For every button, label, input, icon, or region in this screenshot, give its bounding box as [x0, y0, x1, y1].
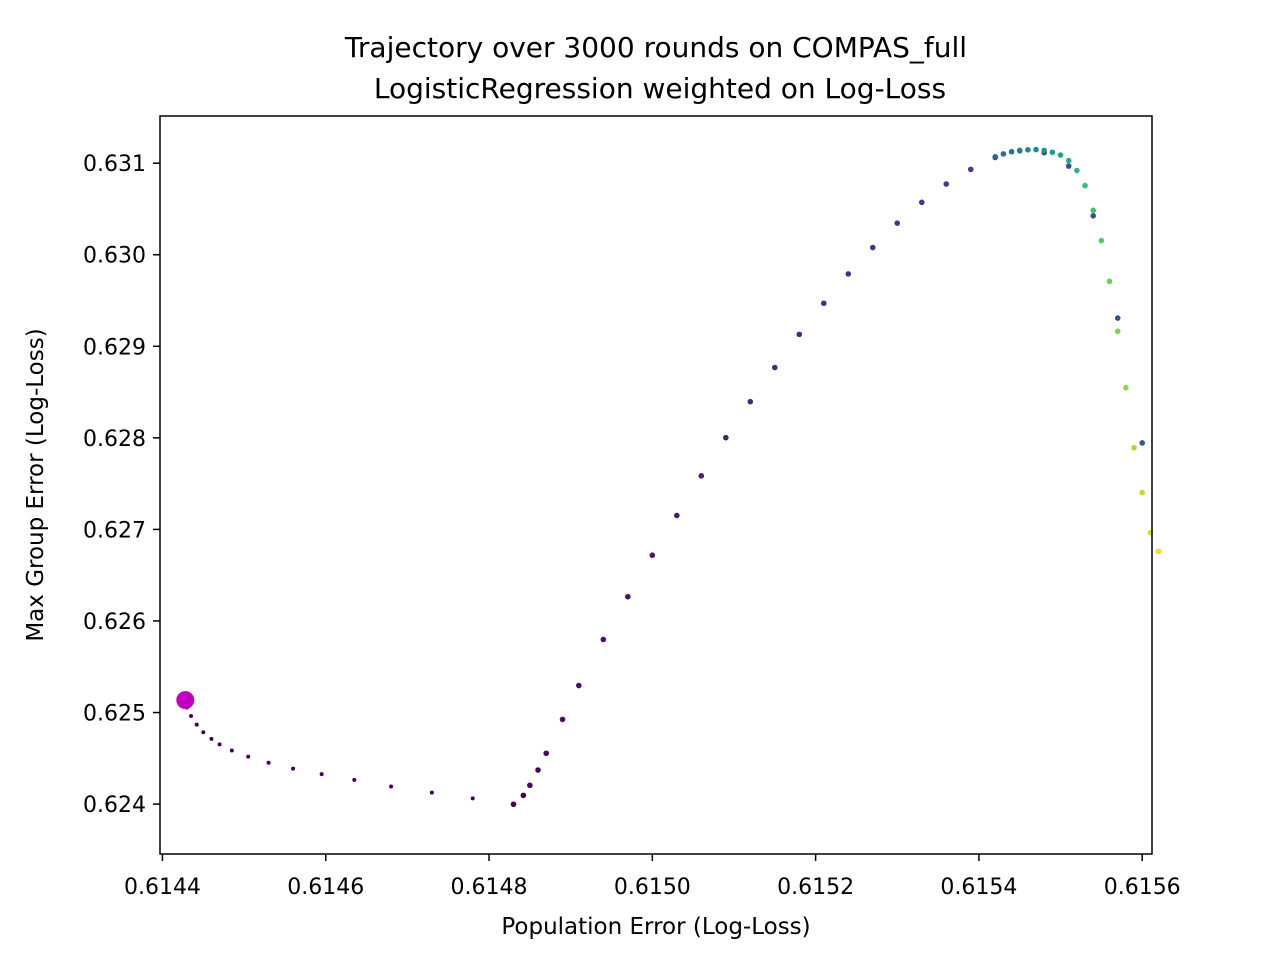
trajectory-point [429, 790, 434, 795]
trajectory-point [1074, 167, 1080, 174]
y-tick-label: 0.631 [83, 152, 146, 177]
trajectory-point [723, 434, 729, 441]
trajectory-point [747, 398, 754, 405]
trajectory-point [1041, 147, 1048, 154]
trajectory-point [1114, 315, 1121, 321]
trajectory-point [559, 716, 566, 723]
trajectory-point [1016, 147, 1023, 154]
chart-subtitle: LogisticRegression weighted on Log-Loss [374, 72, 946, 105]
trajectory-points [183, 146, 1162, 808]
trajectory-point [527, 782, 533, 789]
trajectory-point [1065, 157, 1072, 164]
trajectory-point [217, 742, 222, 747]
trajectory-point [820, 300, 827, 307]
trajectory-point [894, 220, 901, 226]
x-tick-label: 0.6152 [777, 875, 854, 900]
trajectory-point [389, 784, 394, 789]
trajectory-point [576, 682, 582, 689]
trajectory-point [189, 714, 194, 719]
y-tick-label: 0.627 [83, 518, 146, 543]
trajectory-point [229, 748, 234, 753]
trajectory-point [796, 331, 803, 338]
trajectory-point [352, 777, 357, 782]
start-point-marker [176, 691, 195, 710]
trajectory-point [1090, 213, 1097, 219]
trajectory-point [1008, 148, 1015, 155]
trajectory-point [543, 750, 549, 757]
chart-title: Trajectory over 3000 rounds on COMPAS_fu… [344, 31, 967, 64]
plot-frame [159, 115, 1153, 855]
trajectory-point [600, 636, 607, 643]
trajectory-point [918, 199, 925, 206]
x-tick-label: 0.6154 [940, 875, 1017, 900]
trajectory-point [194, 722, 199, 727]
y-tick-label: 0.629 [83, 335, 146, 360]
trajectory-point [649, 552, 656, 559]
trajectory-point [1000, 151, 1007, 157]
trajectory-point [291, 766, 296, 771]
trajectory-point [1155, 548, 1162, 555]
trajectory-point [510, 801, 517, 808]
x-axis-ticks: 0.6144 0.6146 0.6148 0.6150 0.6152 0.6154 0.61… [124, 854, 1181, 900]
trajectory-point [209, 736, 214, 741]
y-tick-label: 0.626 [83, 610, 146, 635]
x-axis-label: Population Error (Log-Loss) [501, 914, 810, 940]
trajectory-point [1106, 278, 1113, 285]
trajectory-point [266, 760, 271, 765]
trajectory-point [470, 796, 475, 801]
y-tick-label: 0.624 [83, 793, 146, 818]
trajectory-point [943, 181, 950, 187]
trajectory-point [1123, 384, 1129, 391]
y-tick-label: 0.630 [83, 244, 146, 269]
trajectory-point [201, 730, 206, 735]
x-tick-label: 0.6148 [451, 875, 528, 900]
x-tick-label: 0.6146 [287, 875, 364, 900]
trajectory-point [869, 244, 876, 251]
trajectory-point [698, 473, 705, 479]
trajectory-point [1098, 237, 1105, 244]
trajectory-point [845, 271, 852, 277]
trajectory-point [625, 593, 631, 600]
y-tick-label: 0.625 [83, 702, 146, 727]
x-tick-label: 0.6144 [124, 875, 201, 900]
trajectory-point [1114, 328, 1121, 335]
trajectory-point [1131, 444, 1137, 451]
trajectory-point [967, 166, 974, 173]
trajectory-point [1139, 489, 1145, 496]
trajectory-point [246, 754, 251, 759]
trajectory-point [319, 772, 324, 777]
trajectory-point [1082, 182, 1088, 189]
trajectory-point [772, 364, 778, 371]
x-tick-label: 0.6156 [1104, 875, 1181, 900]
trajectory-point [535, 767, 541, 773]
trajectory-point [1025, 146, 1031, 153]
trajectory-point [1049, 149, 1056, 156]
y-axis-label: Max Group Error (Log-Loss) [23, 328, 49, 641]
y-axis-ticks: 0.624 0.625 0.626 0.627 0.628 0.629 0.630 0.631 [83, 152, 160, 818]
trajectory-point [674, 512, 680, 519]
trajectory-point [992, 154, 999, 160]
trajectory-point [1139, 440, 1145, 446]
trajectory-point [1057, 152, 1064, 158]
trajectory-point [1065, 163, 1072, 169]
x-tick-label: 0.6150 [614, 875, 691, 900]
trajectory-point [1090, 207, 1097, 214]
y-tick-label: 0.628 [83, 427, 146, 452]
trajectory-point [1033, 146, 1039, 153]
trajectory-point [520, 792, 527, 799]
